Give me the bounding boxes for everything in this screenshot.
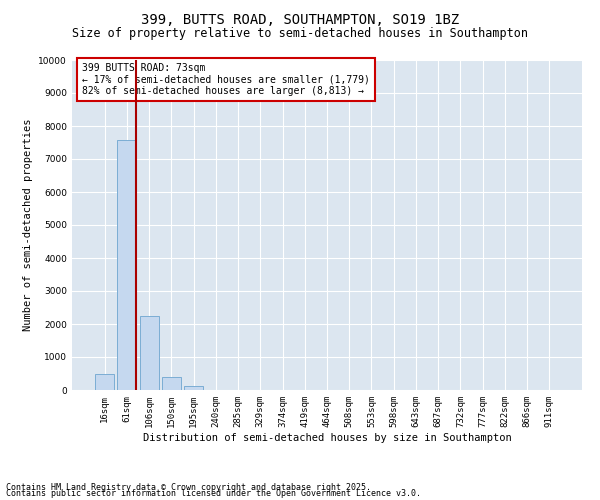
X-axis label: Distribution of semi-detached houses by size in Southampton: Distribution of semi-detached houses by … [143,432,511,442]
Y-axis label: Number of semi-detached properties: Number of semi-detached properties [23,118,33,331]
Text: Contains public sector information licensed under the Open Government Licence v3: Contains public sector information licen… [6,490,421,498]
Bar [140,316,158,390]
Text: 399 BUTTS ROAD: 73sqm
← 17% of semi-detached houses are smaller (1,779)
82% of s: 399 BUTTS ROAD: 73sqm ← 17% of semi-deta… [82,64,370,96]
Bar [184,386,203,390]
Text: 399, BUTTS ROAD, SOUTHAMPTON, SO19 1BZ: 399, BUTTS ROAD, SOUTHAMPTON, SO19 1BZ [141,12,459,26]
Bar [162,377,181,390]
Text: Contains HM Land Registry data © Crown copyright and database right 2025.: Contains HM Land Registry data © Crown c… [6,484,371,492]
Bar [118,140,136,390]
Text: Size of property relative to semi-detached houses in Southampton: Size of property relative to semi-detach… [72,28,528,40]
Bar [95,374,114,390]
